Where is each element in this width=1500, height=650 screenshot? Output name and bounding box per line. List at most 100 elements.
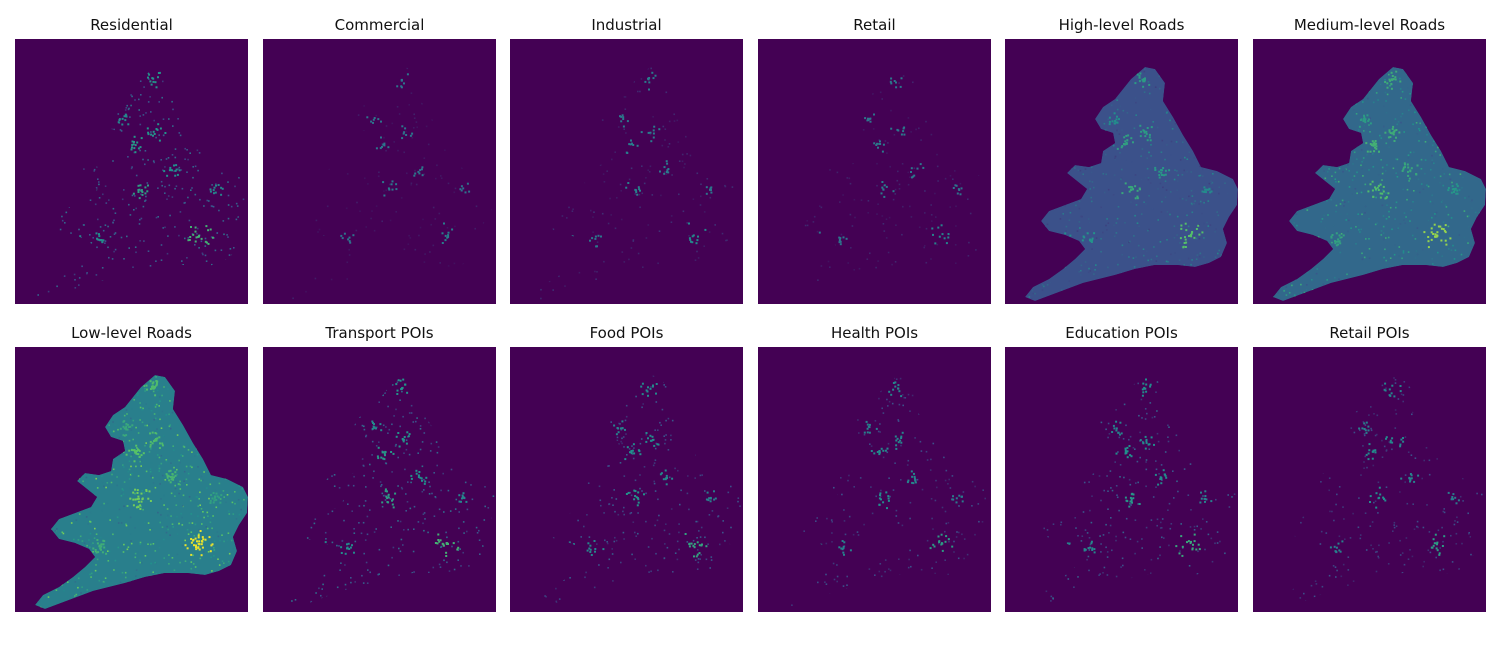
density-speck: [401, 488, 404, 490]
hotspot-speck: [1427, 246, 1430, 249]
density-speck: [204, 237, 207, 240]
hotspot-speck: [387, 146, 390, 149]
hotspot-speck: [403, 131, 406, 134]
hotspot-speck: [1160, 169, 1163, 171]
density-speck: [314, 277, 317, 280]
density-speck: [161, 96, 163, 99]
panel-map-retail: [758, 39, 991, 304]
density-speck: [1061, 289, 1063, 291]
hotspot-speck: [960, 187, 963, 190]
hotspot-speck: [666, 171, 668, 173]
density-speck: [92, 237, 94, 239]
density-speck: [836, 171, 839, 174]
density-speck: [158, 414, 160, 416]
density-speck: [876, 213, 878, 215]
hotspot-speck: [215, 184, 217, 187]
density-speck: [1443, 173, 1446, 175]
density-speck: [235, 202, 238, 205]
density-speck: [162, 227, 164, 229]
density-speck: [181, 187, 184, 190]
density-speck: [1151, 208, 1154, 210]
density-speck: [147, 556, 150, 559]
density-speck: [1198, 203, 1200, 205]
hotspot-speck: [1197, 224, 1200, 227]
density-speck: [388, 428, 391, 431]
density-speck: [1184, 156, 1186, 159]
hotspot-speck: [184, 544, 187, 547]
density-speck: [443, 511, 445, 513]
hotspot-speck: [879, 140, 881, 143]
hotspot-speck: [1391, 75, 1394, 77]
density-speck: [1450, 249, 1453, 251]
hotspot-speck: [1209, 191, 1212, 194]
density-speck: [155, 403, 158, 406]
hotspot-speck: [464, 191, 467, 194]
hotspot-speck: [1444, 224, 1447, 227]
hotspot-speck: [899, 85, 902, 88]
density-speck: [80, 592, 82, 594]
density-speck: [638, 193, 641, 196]
density-speck: [106, 482, 109, 484]
density-speck: [152, 571, 154, 573]
density-speck: [413, 528, 415, 530]
hotspot-speck: [1188, 235, 1190, 237]
density-speck: [208, 200, 210, 202]
density-speck: [955, 225, 957, 227]
hotspot-speck: [213, 499, 216, 502]
density-speck: [218, 209, 220, 212]
hotspot-speck: [1416, 164, 1419, 167]
density-speck: [1124, 159, 1127, 161]
density-speck: [147, 250, 150, 252]
density-speck: [1089, 180, 1091, 183]
hotspot-speck: [132, 504, 135, 507]
density-speck: [150, 462, 153, 464]
hotspot-speck: [105, 552, 108, 555]
density-speck: [217, 535, 220, 538]
density-speck: [1091, 181, 1094, 183]
density-speck: [362, 521, 365, 524]
density-speck: [373, 229, 376, 232]
density-speck: [131, 95, 133, 98]
density-speck: [1322, 283, 1325, 286]
hotspot-speck: [1451, 188, 1454, 191]
density-speck: [1089, 270, 1092, 272]
density-speck: [645, 237, 648, 239]
density-speck: [1135, 114, 1137, 116]
density-speck: [1385, 100, 1387, 102]
hotspot-speck: [1363, 114, 1365, 117]
density-speck: [440, 177, 443, 179]
hotspot-speck: [934, 242, 937, 245]
density-speck: [412, 550, 415, 553]
density-speck: [419, 226, 422, 229]
density-speck: [371, 440, 374, 443]
density-speck: [640, 78, 643, 80]
density-speck: [135, 465, 137, 468]
hotspot-speck: [132, 192, 135, 195]
hotspot-speck: [166, 476, 169, 479]
density-speck: [446, 227, 449, 229]
density-speck: [158, 546, 161, 549]
density-speck: [237, 216, 240, 218]
density-speck: [78, 284, 80, 286]
density-speck: [163, 557, 165, 559]
density-speck: [1167, 261, 1169, 263]
hotspot-speck: [102, 239, 105, 242]
density-speck: [96, 487, 99, 489]
density-speck: [405, 493, 407, 495]
density-speck: [1413, 190, 1415, 192]
density-speck: [1190, 263, 1192, 266]
density-speck: [194, 455, 196, 457]
density-speck: [1351, 179, 1354, 181]
density-speck: [637, 252, 640, 255]
density-speck: [130, 455, 132, 458]
density-speck: [375, 205, 378, 207]
density-speck: [161, 184, 163, 187]
density-speck: [418, 234, 420, 237]
hotspot-speck: [1183, 242, 1186, 244]
density-speck: [692, 198, 695, 200]
hotspot-speck: [650, 140, 653, 143]
density-speck: [685, 135, 687, 138]
hotspot-speck: [696, 239, 699, 242]
density-speck: [700, 195, 702, 198]
density-speck: [305, 290, 307, 293]
